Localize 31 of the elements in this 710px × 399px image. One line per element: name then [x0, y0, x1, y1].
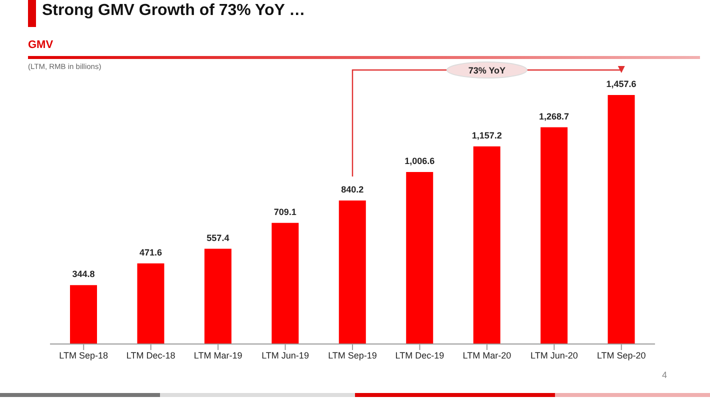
x-tick-label: LTM Jun-20: [530, 350, 578, 360]
bar: [70, 285, 97, 344]
data-label: 1,157.2: [472, 130, 502, 140]
data-label: 344.8: [72, 269, 95, 280]
bar: [608, 95, 635, 344]
chart-title: Strong GMV Growth of 73% YoY …: [42, 2, 306, 20]
text: 73% YoY: [468, 66, 506, 76]
data-label: 1,457.6: [606, 79, 636, 89]
data-label: 840.2: [341, 184, 364, 194]
data-label: 709.1: [274, 206, 296, 217]
x-tick-label: LTM Dec-18: [126, 350, 176, 360]
x-tick-label: LTM Jun-19: [262, 350, 309, 360]
x-tick-label: LTM Mar-20: [462, 350, 512, 360]
bar: [338, 200, 366, 344]
text: 4: [662, 370, 668, 380]
x-tick-label: LTM Dec-19: [395, 350, 444, 360]
bar: [473, 146, 500, 344]
bar: [204, 248, 232, 344]
x-tick-label: LTM Sep-18: [59, 350, 108, 360]
bar: [137, 263, 164, 344]
x-tick-label: LTM Sep-20: [596, 350, 646, 360]
data-label: 1,006.6: [404, 156, 435, 166]
chart-subtitle: GMV: [28, 39, 54, 51]
data-label: 471.6: [139, 247, 162, 258]
bar: [406, 172, 434, 344]
bar: [540, 127, 568, 344]
data-label: 557.4: [206, 232, 230, 243]
bar: [272, 222, 299, 344]
x-tick-label: LTM Mar-19: [194, 350, 242, 360]
data-label: 1,268.7: [539, 111, 570, 122]
x-tick-label: LTM Sep-19: [328, 350, 377, 360]
